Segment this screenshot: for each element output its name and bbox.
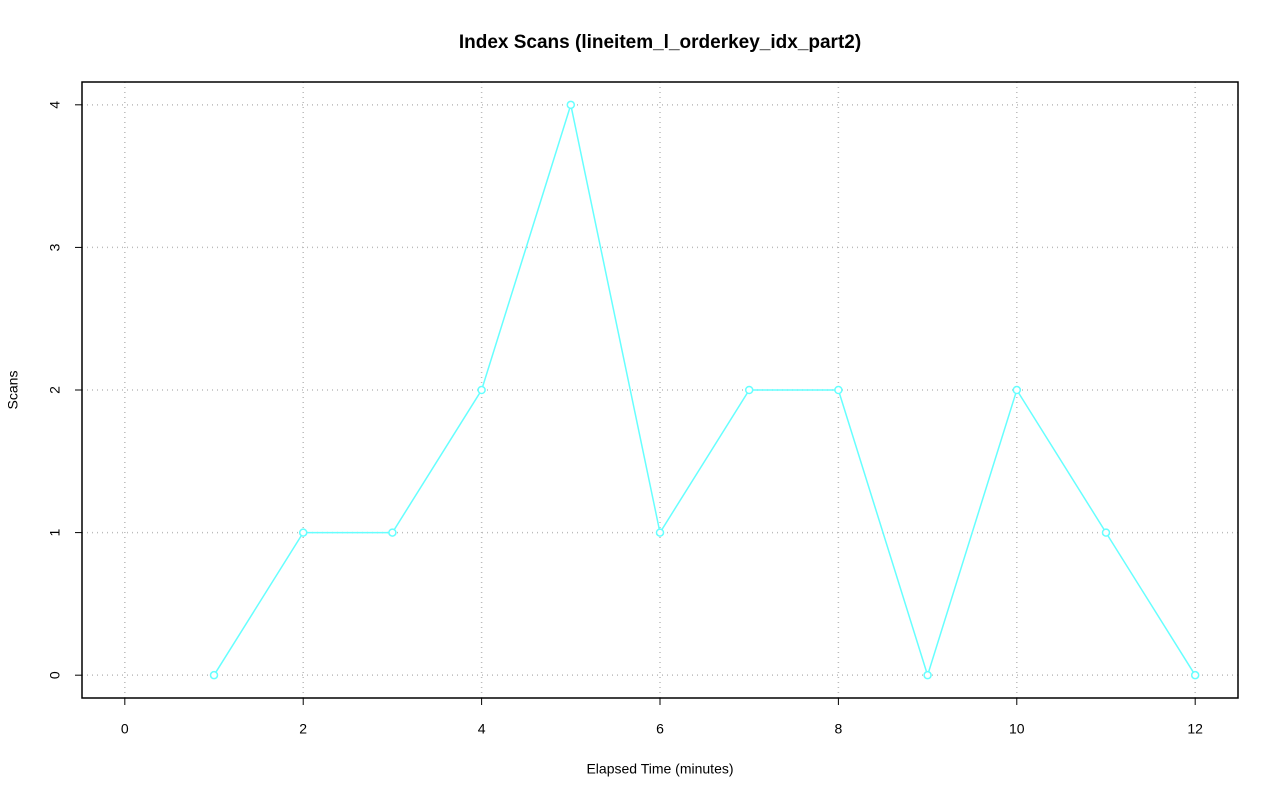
data-point — [298, 528, 308, 537]
y-tick-label: 1 — [47, 528, 63, 536]
data-point — [655, 528, 665, 537]
y-tick-label: 2 — [47, 386, 63, 394]
data-point — [477, 385, 486, 395]
x-tick-label: 2 — [299, 721, 307, 737]
data-point — [209, 670, 219, 680]
data-point — [744, 385, 754, 395]
data-point — [1101, 528, 1111, 537]
data-point — [566, 100, 576, 110]
y-tick-label: 3 — [47, 243, 63, 251]
plot-frame — [81, 81, 1239, 699]
data-point — [834, 385, 843, 395]
x-axis-label: Elapsed Time (minutes) — [586, 761, 733, 777]
x-tick-label: 12 — [1187, 721, 1203, 737]
y-axis-label: Scans — [5, 371, 21, 410]
chart-title: Index Scans (lineitem_l_orderkey_idx_par… — [459, 32, 861, 53]
x-tick-label: 6 — [656, 721, 664, 737]
x-tick-label: 10 — [1009, 721, 1025, 737]
x-tick-label: 0 — [121, 721, 129, 737]
data-point — [1012, 385, 1022, 395]
x-tick-label: 4 — [478, 721, 486, 737]
y-tick-label: 4 — [47, 101, 63, 109]
x-tick-label: 8 — [834, 721, 842, 737]
data-point — [923, 670, 932, 680]
data-line — [213, 101, 1196, 678]
data-point — [388, 528, 397, 537]
data-point — [1190, 670, 1200, 680]
y-tick-label: 0 — [47, 671, 63, 679]
